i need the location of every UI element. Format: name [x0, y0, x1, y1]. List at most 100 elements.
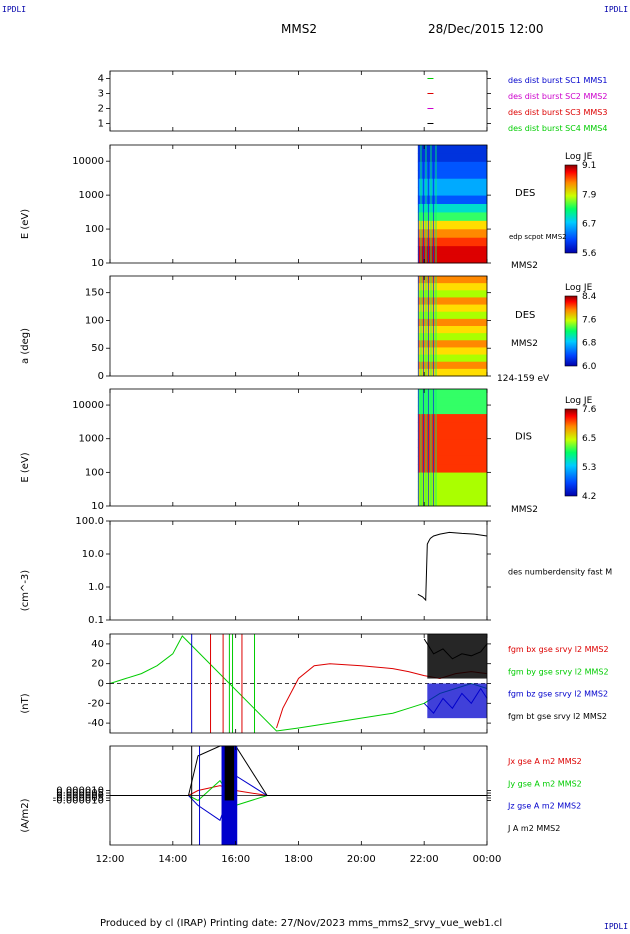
spectrogram-dis_energy: [417, 389, 487, 507]
spectrogram-row: [417, 368, 487, 377]
spacecraft-title: MMS2: [281, 22, 317, 36]
spectrogram-row: [417, 304, 487, 313]
spectrogram-row: [417, 354, 487, 363]
spectrogram-stripe: [430, 145, 432, 263]
legend-entry: fgm bz gse srvy l2 MMS2: [508, 690, 608, 699]
legend-entry: des dist burst SC4 MMS4: [508, 124, 607, 133]
legend-entry: des dist burst SC3 MMS3: [508, 108, 607, 117]
x-tick-label: 20:00: [347, 854, 376, 865]
spectrogram-stripe: [432, 145, 435, 263]
y-axis-label: E (eV): [20, 209, 31, 239]
colorbar-tick-label: 5.3: [582, 463, 596, 473]
spacecraft-label: MMS2: [511, 339, 538, 349]
series-line-current: [110, 745, 487, 796]
instrument-label: DIS: [515, 432, 532, 443]
instrument-label: DES: [515, 310, 535, 321]
spectrogram-row: [417, 204, 487, 213]
overlay-label: edp scpot MMS2: [509, 233, 567, 241]
corner-label-right: IPDLI: [604, 5, 629, 14]
spectrogram-row: [417, 237, 487, 247]
legend-entry: fgm bt gse srvy l2 MMS2: [508, 712, 607, 721]
colorbar-tick-label: 5.6: [582, 249, 597, 259]
spectrogram-stripe: [420, 389, 422, 506]
spectrogram-stripe: [427, 389, 430, 506]
spectrogram-row: [417, 422, 487, 432]
spectrogram-row: [417, 430, 487, 440]
x-tick-label: 22:00: [410, 854, 439, 865]
spectrogram-stripe: [432, 276, 435, 376]
spectrogram-row: [417, 389, 487, 398]
y-tick-label: 1.0: [88, 582, 104, 593]
colorbar-tick-label: 7.6: [582, 315, 597, 325]
corner-label-left: IPDLI: [2, 5, 27, 14]
spectrogram-row: [417, 447, 487, 457]
instrument-label: DES: [515, 188, 535, 199]
y-tick-label: -40: [88, 718, 104, 729]
y-tick-label: 100.0: [75, 516, 104, 527]
spectrogram-row: [417, 246, 487, 256]
fgm-burst-bz: [427, 683, 487, 719]
spectrogram-stripe: [417, 276, 420, 376]
y-tick-label: 0: [98, 371, 104, 382]
spectrogram-row: [417, 464, 487, 474]
series-line-current: [110, 774, 487, 822]
y-tick-label: 4: [98, 74, 104, 85]
spectrogram-row: [417, 276, 487, 284]
x-tick-label: 14:00: [158, 854, 187, 865]
spectrogram-stripe: [430, 276, 432, 376]
y-tick-label: 10000: [72, 156, 104, 167]
y-tick-label: 3: [98, 89, 104, 100]
y-tick-label: 1000: [79, 434, 104, 445]
spectrogram-row: [417, 195, 487, 205]
spectrogram-row: [417, 153, 487, 163]
spectrogram-row: [417, 361, 487, 370]
spectrogram-row: [417, 254, 487, 264]
x-tick-label: 18:00: [284, 854, 313, 865]
spacecraft-label: MMS2: [511, 261, 538, 271]
y-tick-label: 0.1: [88, 615, 104, 626]
spectrogram-row: [417, 439, 487, 448]
data-layer: [109, 78, 488, 845]
y-tick-label: 0.000000: [56, 791, 104, 802]
y-tick-label: 20: [91, 659, 104, 670]
colorbar-title: Log JE: [565, 396, 593, 406]
y-tick-label: 0: [98, 679, 104, 690]
y-tick-label: -0.000005: [53, 793, 104, 804]
spectrogram-stripe: [417, 389, 420, 506]
spectrogram-stripe: [422, 145, 425, 263]
spectrogram-row: [417, 326, 487, 334]
spectrogram-row: [417, 161, 487, 171]
y-tick-label: 150: [85, 288, 104, 299]
spectrogram-stripe: [425, 145, 427, 263]
x-tick-label: 00:00: [473, 854, 502, 865]
colorbar-des_pitch: [564, 295, 578, 367]
spectrogram-stripe: [430, 389, 432, 506]
spectrogram-stripe: [427, 145, 430, 263]
spectrogram-row: [417, 340, 487, 348]
colorbar-des_energy: [564, 164, 578, 254]
y-tick-label: -0.000010: [53, 795, 104, 806]
spectrogram-row: [417, 405, 487, 415]
spectrogram-stripe: [425, 276, 427, 376]
spectrogram-row: [417, 472, 487, 482]
colorbar-title: Log JE: [565, 283, 593, 293]
footer-credit: Produced by cl (IRAP) Printing date: 27/…: [100, 918, 503, 929]
spectrogram-row: [417, 318, 487, 327]
spectrogram-row: [417, 489, 487, 499]
spectrogram-row: [417, 455, 487, 465]
frames-layer: [106, 70, 578, 846]
colorbar-tick-label: 7.6: [582, 405, 597, 415]
spectrogram-stripe: [417, 145, 420, 263]
y-tick-label: 1000: [79, 190, 104, 201]
spectrogram-stripe: [435, 145, 437, 263]
energy-range-label: 124-159 eV: [497, 374, 550, 384]
spectrogram-layer: [417, 145, 487, 507]
spectrogram-stripe: [425, 389, 427, 506]
spectrogram-row: [417, 229, 487, 239]
y-tick-label: 0.000010: [56, 786, 104, 797]
spectrogram-stripe: [432, 389, 435, 506]
x-tick-label: 12:00: [96, 854, 125, 865]
colorbar-tick-label: 9.1: [582, 161, 596, 171]
spectrogram-stripe: [435, 389, 437, 506]
